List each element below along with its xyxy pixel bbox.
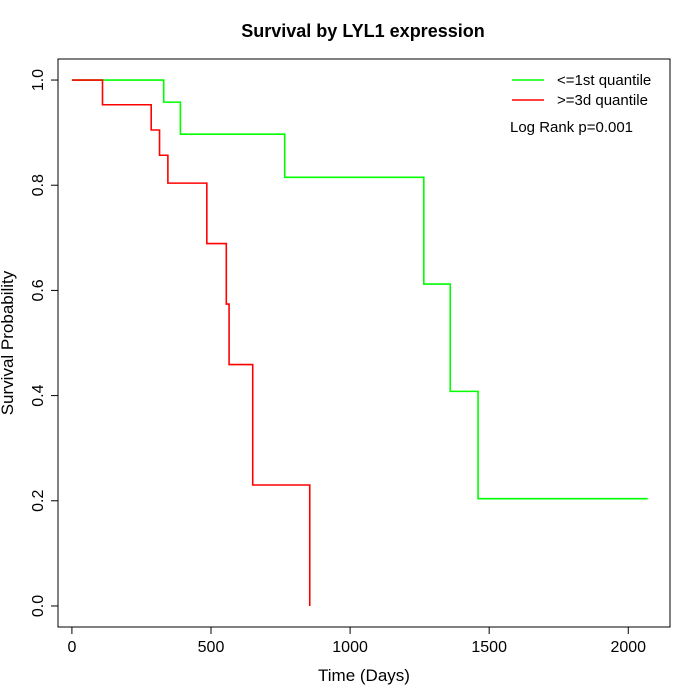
- legend-label: <=1st quantile: [557, 72, 651, 89]
- y-tick-label: 1.0: [30, 69, 47, 91]
- y-tick-label: 0.8: [30, 174, 47, 196]
- y-tick-label: 0.6: [30, 279, 47, 301]
- series-layer: [71, 79, 648, 606]
- series-line: [71, 79, 311, 606]
- legend-label: >=3d quantile: [557, 92, 648, 109]
- x-tick-label: 1000: [332, 639, 368, 656]
- legend: <=1st quantile >=3d quantile: [512, 72, 651, 109]
- y-tick-label: 0.0: [30, 595, 47, 617]
- series-line: [71, 79, 648, 500]
- plot-frame: [57, 58, 671, 628]
- y-tick-label: 0.2: [30, 490, 47, 512]
- y-axis-label: Survival Probability: [0, 270, 17, 415]
- x-tick-label: 0: [67, 639, 76, 656]
- y-tick-label: 0.4: [30, 384, 47, 406]
- chart-title: Survival by LYL1 expression: [241, 21, 484, 41]
- x-tick-label: 2000: [610, 639, 646, 656]
- x-axis-label: Time (Days): [318, 666, 410, 685]
- y-axis: 0.0 0.2 0.4 0.6 0.8 1.0: [30, 69, 59, 617]
- log-rank-annotation: Log Rank p=0.001: [510, 119, 633, 136]
- x-tick-label: 500: [198, 639, 225, 656]
- x-tick-label: 1500: [471, 639, 507, 656]
- x-axis: 0 500 1000 1500 2000: [67, 626, 646, 656]
